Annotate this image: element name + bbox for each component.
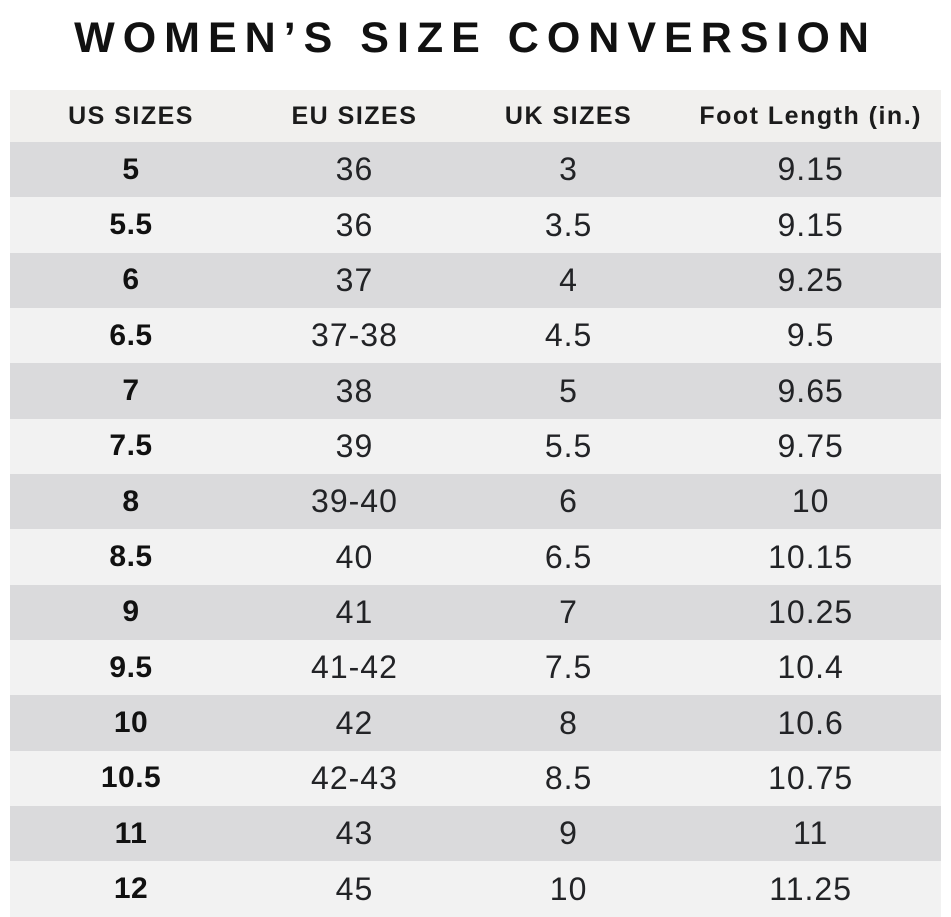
cell-uk-size: 6.5 (544, 538, 593, 575)
cell-foot-length: 9.15 (777, 206, 844, 243)
cell-foot-length: 9.15 (777, 151, 844, 188)
cell-eu-size: 41 (335, 593, 374, 630)
cell-uk-size: 4.5 (544, 317, 593, 354)
cell-eu-size: 38 (335, 372, 374, 409)
table-row: 5.5 36 3.5 9.15 (10, 197, 941, 253)
cell-eu-size: 45 (335, 870, 374, 907)
cell-us-size: 7 (122, 374, 140, 408)
column-header-eu-sizes: EU SIZES (252, 90, 457, 142)
cell-eu-size: 39 (335, 427, 374, 464)
table-row: 8 39-40 6 10 (10, 474, 941, 530)
cell-eu-size: 36 (335, 206, 374, 243)
page-title: WOMEN’S SIZE CONVERSION (74, 13, 877, 62)
cell-foot-length: 10.6 (777, 704, 844, 741)
cell-us-size: 6 (122, 263, 140, 297)
table-row: 10.5 42-43 8.5 10.75 (10, 750, 941, 807)
column-header-foot-length: Foot Length (in.) (680, 90, 941, 142)
table-row: 6 37 4 9.25 (10, 252, 941, 309)
table-row: 11 43 9 11 (10, 806, 941, 862)
cell-foot-length: 10.15 (768, 538, 854, 575)
column-header-us-sizes: US SIZES (10, 90, 253, 142)
cell-eu-size: 42-43 (311, 759, 398, 796)
header-row: US SIZES EU SIZES UK SIZES Foot Length (… (10, 90, 941, 142)
cell-us-size: 6.5 (109, 318, 153, 352)
cell-foot-length: 10.75 (768, 759, 854, 796)
cell-eu-size: 43 (335, 815, 374, 852)
cell-eu-size: 36 (335, 151, 374, 188)
size-table-body: 5 36 3 9.15 5.5 36 3.5 9.15 6 37 4 9.25 … (10, 142, 941, 917)
cell-uk-size: 3 (559, 151, 578, 188)
cell-eu-size: 39-40 (311, 483, 398, 520)
cell-foot-length: 10.4 (777, 649, 844, 686)
cell-foot-length: 11 (793, 815, 829, 852)
cell-foot-length: 11.25 (769, 870, 852, 907)
table-header: US SIZES EU SIZES UK SIZES Foot Length (… (10, 90, 941, 142)
cell-us-size: 9.5 (109, 650, 153, 684)
cell-uk-size: 3.5 (544, 206, 593, 243)
size-conversion-table: US SIZES EU SIZES UK SIZES Foot Length (… (10, 90, 941, 917)
table-row: 8.5 40 6.5 10.15 (10, 529, 941, 585)
cell-eu-size: 42 (335, 704, 374, 741)
cell-foot-length: 9.75 (777, 427, 844, 464)
cell-eu-size: 40 (335, 538, 374, 575)
cell-uk-size: 7.5 (544, 649, 593, 686)
title-area: WOMEN’S SIZE CONVERSION (0, 0, 951, 90)
cell-us-size: 11 (114, 816, 148, 850)
cell-us-size: 12 (113, 872, 149, 906)
table-row: 9.5 41-42 7.5 10.4 (10, 640, 941, 696)
cell-uk-size: 10 (549, 870, 588, 907)
cell-us-size: 9 (122, 595, 140, 629)
cell-us-size: 7.5 (109, 429, 153, 463)
cell-eu-size: 37 (335, 261, 374, 298)
cell-foot-length: 9.5 (786, 317, 835, 354)
cell-foot-length: 9.65 (777, 372, 844, 409)
cell-us-size: 5.5 (109, 208, 153, 242)
table-row: 7 38 5 9.65 (10, 363, 941, 419)
cell-uk-size: 6 (559, 483, 578, 520)
cell-eu-size: 41-42 (311, 649, 398, 686)
table-row: 9 41 7 10.25 (10, 584, 941, 641)
cell-uk-size: 5 (559, 372, 578, 409)
cell-uk-size: 7 (559, 593, 578, 630)
cell-us-size: 8 (122, 484, 140, 518)
cell-uk-size: 8 (559, 704, 578, 741)
table-row: 7.5 39 5.5 9.75 (10, 418, 941, 475)
cell-us-size: 8.5 (109, 540, 153, 574)
cell-uk-size: 4 (559, 261, 578, 298)
table-row: 12 45 10 11.25 (10, 861, 941, 917)
cell-us-size: 10.5 (100, 761, 162, 795)
cell-uk-size: 9 (559, 815, 578, 852)
table-row: 10 42 8 10.6 (10, 695, 941, 751)
column-header-uk-sizes: UK SIZES (456, 90, 681, 142)
cell-eu-size: 37-38 (311, 317, 398, 354)
table-row: 6.5 37-38 4.5 9.5 (10, 308, 941, 364)
cell-uk-size: 8.5 (544, 759, 593, 796)
cell-us-size: 5 (122, 152, 140, 186)
cell-foot-length: 10 (791, 483, 830, 520)
cell-foot-length: 10.25 (768, 593, 854, 630)
cell-us-size: 10 (113, 706, 149, 740)
cell-uk-size: 5.5 (544, 427, 593, 464)
table-row: 5 36 3 9.15 (10, 142, 941, 198)
cell-foot-length: 9.25 (777, 261, 844, 298)
